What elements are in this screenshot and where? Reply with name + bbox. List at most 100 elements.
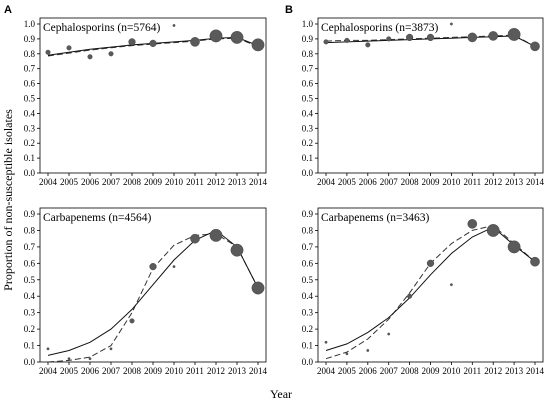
data-point	[365, 42, 371, 48]
y-tick-label: 0.7	[302, 242, 314, 252]
data-point	[530, 256, 540, 267]
x-tick-label: 2010	[165, 177, 184, 187]
y-tick-label: 0.3	[24, 123, 36, 133]
data-point	[230, 31, 244, 44]
y-tick-label: 0.0	[302, 168, 314, 178]
y-tick-label: 0.6	[24, 79, 36, 89]
data-point	[486, 224, 500, 237]
data-point	[449, 22, 453, 26]
data-point	[407, 293, 413, 299]
data-point	[406, 33, 414, 42]
data-point	[108, 51, 114, 57]
data-point	[209, 29, 223, 43]
x-tick-label: 2007	[102, 366, 121, 376]
data-point	[45, 49, 51, 55]
x-tick-label: 2011	[186, 366, 204, 376]
x-tick-label: 2005	[60, 366, 79, 376]
y-tick-label: 1.0	[24, 19, 36, 29]
y-tick-label: 0.4	[24, 108, 36, 118]
data-point	[467, 32, 478, 43]
x-tick-label: 2011	[463, 177, 481, 187]
x-tick-label: 2011	[463, 366, 481, 376]
data-point	[149, 39, 157, 47]
x-tick-label: 2007	[380, 177, 399, 187]
subplot-title: Carbapenems (n=4564)	[43, 212, 152, 224]
y-tick-label: 0.7	[24, 64, 36, 74]
y-tick-label: 0.3	[302, 123, 314, 133]
y-tick-label: 0.8	[302, 49, 314, 59]
y-tick-label: 0.1	[24, 341, 35, 351]
x-tick-label: 2012	[207, 177, 225, 187]
fit-line-dashed	[47, 233, 259, 363]
x-tick-label: 2009	[422, 366, 441, 376]
x-tick-label: 2014	[526, 366, 545, 376]
data-point	[387, 332, 391, 336]
data-point	[324, 340, 328, 344]
x-tick-label: 2010	[165, 366, 184, 376]
data-point	[251, 38, 265, 52]
x-tick-label: 2004	[317, 366, 336, 376]
fit-line-solid	[325, 226, 536, 351]
x-tick-label: 2014	[249, 177, 268, 187]
data-point	[129, 318, 135, 324]
x-tick-label: 2005	[60, 177, 79, 187]
x-tick-label: 2013	[228, 366, 247, 376]
x-tick-label: 2012	[207, 366, 225, 376]
y-axis-title: Proportion of non-susceptible isolates	[1, 109, 15, 291]
data-point	[88, 357, 92, 361]
data-point	[507, 240, 521, 254]
data-point	[530, 41, 540, 52]
data-point	[109, 347, 113, 351]
x-tick-label: 2009	[144, 177, 163, 187]
x-tick-label: 2014	[249, 366, 268, 376]
fit-line-solid	[47, 229, 259, 356]
y-tick-label: 0.2	[302, 324, 313, 334]
x-tick-label: 2012	[484, 177, 502, 187]
x-tick-label: 2008	[123, 177, 142, 187]
y-tick-label: 0.8	[302, 225, 314, 235]
data-point	[345, 352, 349, 356]
y-tick-label: 0.0	[24, 357, 36, 367]
y-tick-label: 0.4	[24, 291, 36, 301]
y-tick-label: 0.1	[24, 153, 35, 163]
y-tick-label: 0.0	[24, 168, 36, 178]
data-point	[386, 36, 392, 42]
data-point	[488, 31, 499, 41]
data-point	[190, 37, 200, 47]
x-tick-label: 2013	[228, 177, 247, 187]
data-point	[190, 233, 200, 244]
x-tick-label: 2004	[39, 366, 58, 376]
data-point	[87, 54, 93, 60]
x-tick-label: 2008	[401, 366, 420, 376]
data-point	[344, 37, 350, 43]
y-tick-label: 0.0	[302, 357, 314, 367]
y-tick-label: 0.6	[24, 258, 36, 268]
x-tick-label: 2005	[338, 366, 357, 376]
y-tick-label: 0.6	[302, 79, 314, 89]
y-tick-label: 0.3	[24, 308, 36, 318]
plot-frame	[317, 207, 544, 363]
data-point	[149, 263, 157, 271]
data-point	[507, 28, 521, 41]
y-tick-label: 0.4	[302, 291, 314, 301]
y-tick-label: 0.5	[302, 275, 314, 285]
data-point	[172, 265, 176, 269]
y-tick-label: 0.9	[302, 34, 314, 44]
data-point	[67, 357, 71, 361]
data-point	[251, 281, 265, 295]
data-point	[128, 38, 136, 46]
x-tick-label: 2007	[102, 177, 121, 187]
data-point	[323, 39, 329, 45]
y-tick-label: 0.2	[24, 138, 35, 148]
data-point	[172, 24, 176, 27]
x-tick-label: 2013	[505, 177, 524, 187]
y-tick-label: 0.5	[24, 94, 36, 104]
y-tick-label: 0.5	[24, 275, 36, 285]
x-tick-label: 2013	[505, 366, 524, 376]
data-point	[366, 349, 370, 352]
y-tick-label: 0.7	[302, 64, 314, 74]
x-tick-label: 2005	[338, 177, 357, 187]
